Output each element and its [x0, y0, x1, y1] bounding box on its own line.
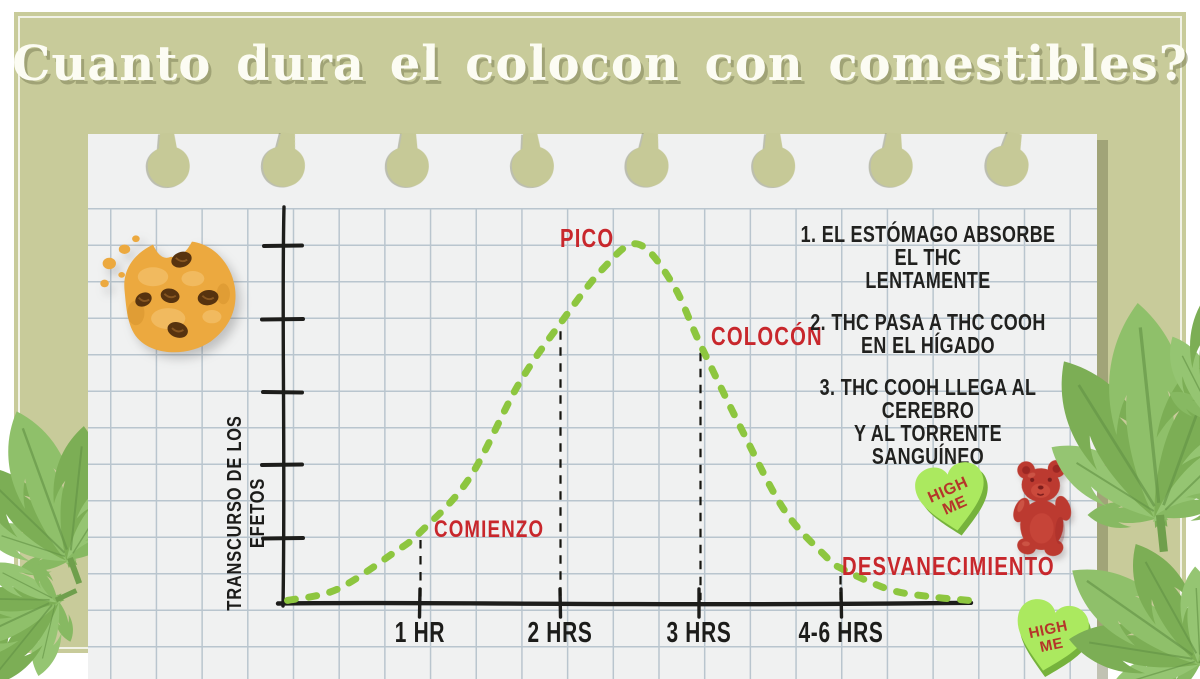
candy-heart-icon: HIGH ME: [906, 454, 998, 545]
punch-hole: [626, 132, 669, 187]
cookie-icon: [100, 235, 236, 353]
note-item-1: 1. EL ESTÓMAGO ABSORBE EL THC LENTAMENTE: [795, 223, 1060, 292]
punch-hole: [147, 132, 190, 187]
page-title: Cuanto dura el colocon con comestibles?: [12, 36, 1188, 92]
phase-label-comienzo: COMIENZO: [434, 516, 545, 543]
x-tick-label-2hrs: 2 HRS: [527, 617, 593, 649]
punch-hole: [511, 132, 554, 187]
cookie-crumbs: [100, 235, 140, 288]
punch-hole: [986, 131, 1029, 187]
x-tick-label-1hr: 1 HR: [394, 617, 446, 649]
punch-hole: [263, 132, 305, 187]
gummy-bear-icon: [1013, 460, 1072, 557]
note-line: 3. THC COOH LLEGA AL CEREBRO: [819, 374, 1037, 423]
phase-label-desvanecimiento: DESVANECIMIENTO: [842, 551, 1055, 581]
x-tick-label-3hrs: 3 HRS: [666, 617, 732, 649]
note-line: 2. THC PASA A THC COOH: [810, 309, 1046, 335]
note-line: EN EL HÍGADO: [861, 332, 995, 358]
heart-message: HIGH ME: [1001, 590, 1100, 679]
chocolate-chips: [135, 251, 219, 338]
note-line: LENTAMENTE: [865, 267, 991, 293]
candy-heart-icon: HIGH ME: [1001, 590, 1100, 679]
y-axis-label: TRANSCURSO DE LOS EFETOS: [224, 415, 269, 611]
note-item-2: 2. THC PASA A THC COOH EN EL HÍGADO: [795, 311, 1060, 357]
punch-hole: [870, 132, 913, 187]
heart-shape: [915, 462, 988, 536]
note-item-3: 3. THC COOH LLEGA AL CEREBRO Y AL TORREN…: [795, 376, 1060, 468]
punch-hole: [386, 132, 429, 187]
phase-label-colocon: COLOCÓN: [711, 321, 823, 351]
notes-list: 1. EL ESTÓMAGO ABSORBE EL THC LENTAMENTE…: [758, 223, 1098, 487]
phase-label-pico: PICO: [560, 223, 615, 253]
heart-text-line: ME: [1038, 634, 1065, 657]
x-tick-label-4-6hrs: 4-6 HRS: [798, 617, 884, 649]
note-line: Y AL TORRENTE SANGUÍNEO: [854, 420, 1002, 469]
punch-hole: [753, 132, 796, 187]
note-line: 1. EL ESTÓMAGO ABSORBE EL THC: [800, 221, 1056, 270]
